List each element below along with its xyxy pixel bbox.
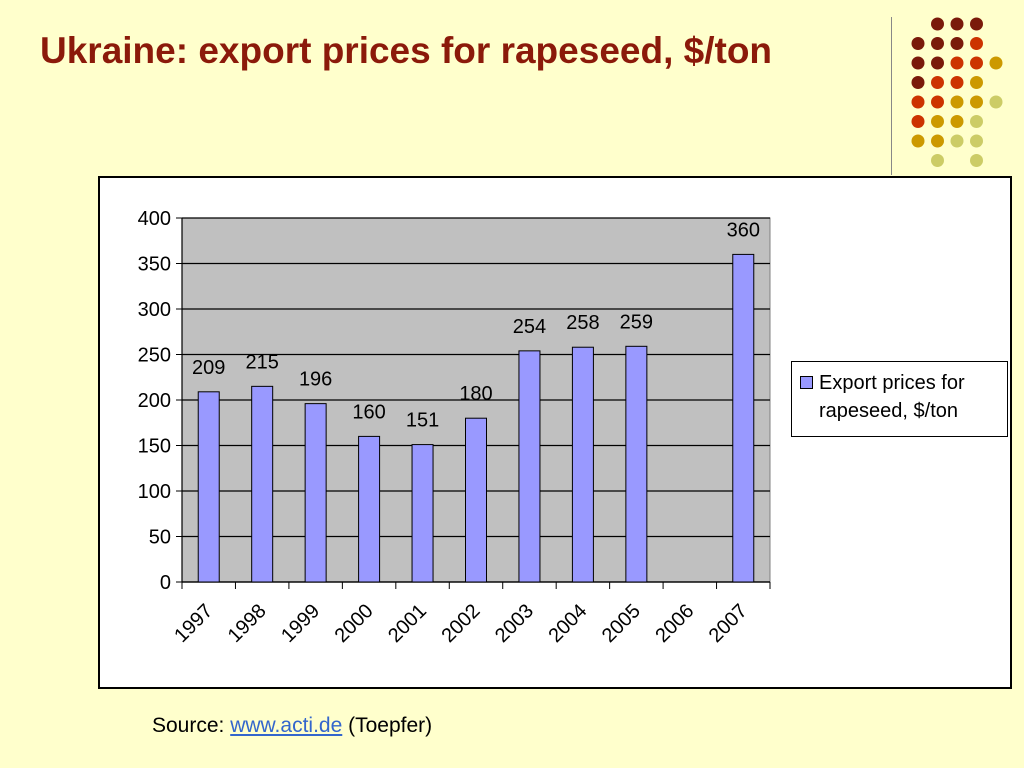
decorative-dot — [989, 95, 1003, 109]
y-tick-label: 0 — [160, 572, 171, 594]
decorative-dot — [970, 37, 983, 50]
x-tick-label: 2002 — [438, 600, 485, 647]
decorative-dot — [911, 56, 925, 70]
decorative-dot — [950, 115, 964, 128]
decorative-dot — [950, 134, 964, 148]
data-label: 360 — [727, 219, 760, 241]
bar — [571, 346, 594, 583]
data-label: 209 — [192, 357, 225, 379]
decorative-dot — [970, 56, 983, 70]
data-label: 254 — [513, 316, 546, 338]
decorative-dot — [970, 17, 983, 31]
legend-swatch — [800, 376, 813, 389]
decorative-dot — [970, 134, 983, 148]
source-prefix: Source: — [152, 714, 225, 737]
decorative-dot — [931, 37, 944, 50]
x-tick-label: 2006 — [651, 600, 698, 647]
decorative-dot — [931, 95, 944, 109]
x-tick-label: 1997 — [170, 600, 217, 647]
data-label: 258 — [566, 312, 599, 334]
y-tick-label: 200 — [138, 390, 171, 412]
bar — [411, 444, 434, 583]
x-tick-label: 2004 — [544, 600, 591, 647]
decorative-dot — [950, 95, 964, 109]
bar — [625, 345, 648, 583]
decorative-dot — [931, 76, 944, 89]
bar-chart: 0501001502002503003504002091997215199819… — [138, 208, 771, 647]
source-suffix: (Toepfer) — [348, 714, 433, 737]
legend-label: Export prices for rapeseed, $/ton — [819, 372, 965, 422]
x-tick-label: 2005 — [598, 600, 645, 647]
y-tick-label: 300 — [138, 299, 171, 321]
decorative-dot — [931, 17, 944, 31]
decorative-dot-grid — [911, 17, 1003, 167]
x-tick-label: 2003 — [491, 600, 538, 647]
bar — [518, 350, 541, 583]
x-tick-label: 1999 — [277, 600, 324, 647]
source-link[interactable]: www.acti.de — [230, 714, 343, 737]
decorative-dot — [950, 17, 964, 31]
decorative-dot — [970, 95, 983, 109]
y-tick-label: 100 — [138, 481, 171, 503]
decorative-dot — [950, 76, 964, 89]
slide-title: Ukraine: export prices for rapeseed, $/t… — [40, 30, 773, 71]
title-divider — [891, 17, 892, 175]
decorative-dot — [911, 37, 925, 50]
decorative-dot — [911, 76, 925, 89]
y-tick-label: 150 — [138, 436, 171, 458]
bar — [304, 403, 327, 583]
bar — [465, 417, 487, 583]
decorative-dot — [970, 76, 983, 89]
decorative-dot — [911, 134, 925, 148]
x-tick-label: 2007 — [705, 600, 752, 647]
y-tick-label: 400 — [138, 208, 171, 230]
decorative-dot — [931, 154, 944, 167]
decorative-dot — [931, 56, 944, 70]
bar — [358, 435, 381, 583]
data-label: 151 — [406, 410, 439, 432]
y-tick-label: 250 — [138, 345, 171, 367]
x-tick-label: 2000 — [331, 600, 378, 647]
decorative-dot — [970, 154, 983, 167]
bar — [732, 253, 755, 583]
data-label: 259 — [620, 311, 653, 333]
decorative-dot — [931, 115, 944, 128]
data-label: 196 — [299, 369, 332, 391]
decorative-dot — [989, 56, 1003, 70]
decorative-dot — [931, 134, 944, 148]
decorative-dot — [950, 56, 964, 70]
data-label: 180 — [459, 383, 492, 405]
x-tick-label: 1998 — [224, 600, 271, 647]
y-tick-label: 50 — [149, 527, 171, 549]
decorative-dot — [950, 37, 964, 50]
bar — [197, 391, 220, 583]
decorative-dot — [970, 115, 983, 128]
x-tick-label: 2001 — [384, 600, 431, 647]
source-line: Source: www.acti.de (Toepfer) — [152, 714, 432, 738]
bar — [251, 385, 274, 583]
chart-frame: 0 50 100 150 200 250 300 350 400 209 1997 215 1998 19… — [98, 176, 1012, 689]
decorative-dot — [911, 95, 925, 109]
chart-legend: Export prices for rapeseed, $/ton — [791, 361, 1008, 437]
data-label: 160 — [352, 401, 385, 423]
decorative-dot — [911, 115, 925, 128]
y-tick-label: 350 — [138, 254, 171, 276]
data-label: 215 — [245, 351, 278, 373]
